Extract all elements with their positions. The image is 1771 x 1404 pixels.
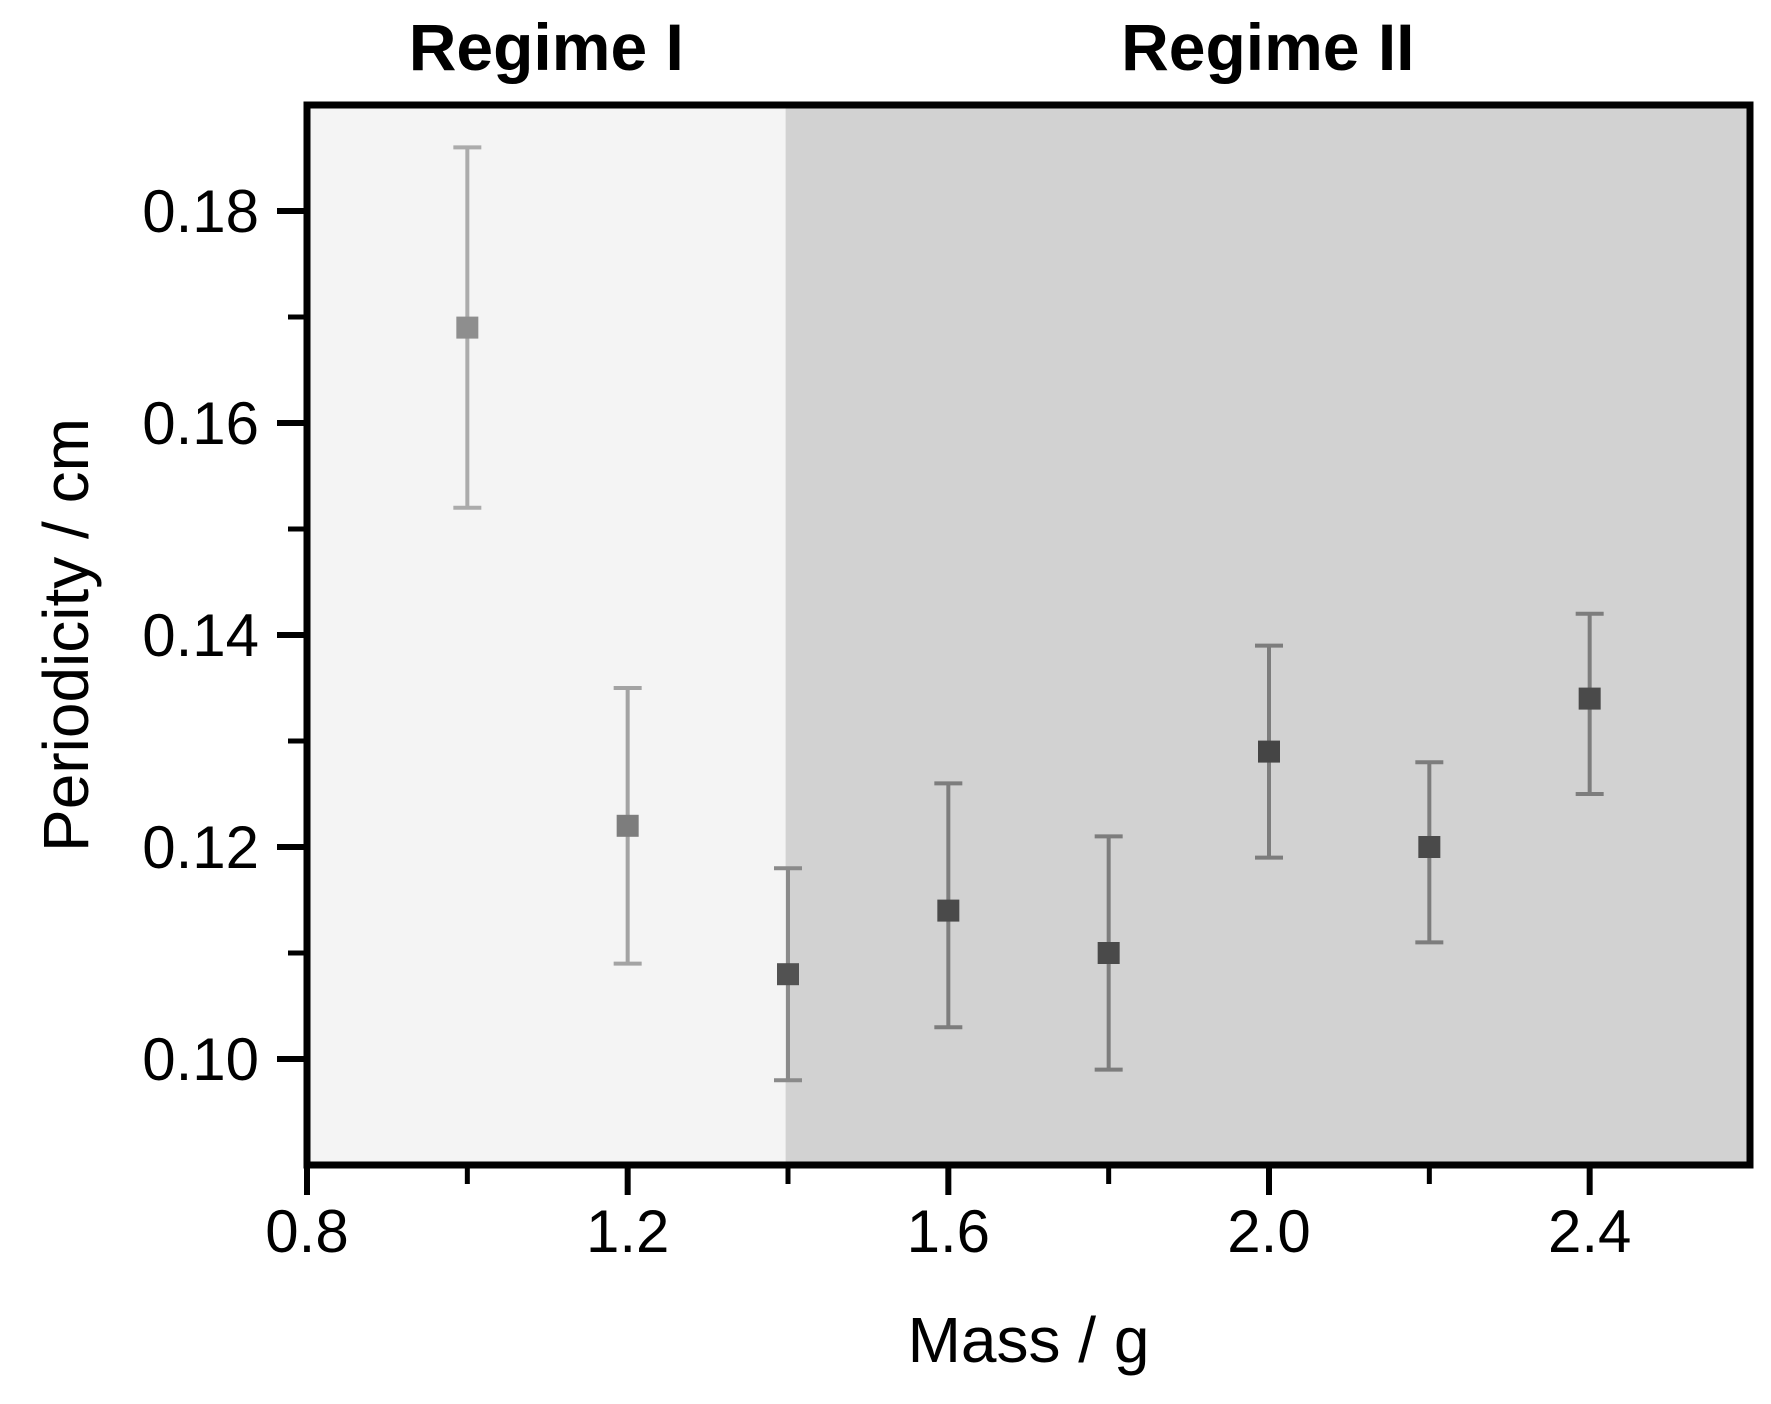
y-tick-label: 0.14 <box>142 602 259 669</box>
y-tick-label: 0.16 <box>142 390 259 457</box>
x-tick-label: 1.2 <box>586 1198 669 1265</box>
x-axis-title: Mass / g <box>908 1304 1150 1376</box>
x-tick-label: 1.6 <box>907 1198 990 1265</box>
data-point-marker <box>777 963 799 986</box>
regime-regions <box>307 105 1750 1165</box>
data-series <box>453 145 1604 1083</box>
data-point-marker <box>1418 836 1441 858</box>
data-point-marker <box>1258 740 1280 763</box>
regime-label: Regime II <box>1121 10 1414 84</box>
data-point-marker <box>1578 687 1601 710</box>
data-point-marker <box>616 814 639 837</box>
data-point-marker <box>1097 942 1120 964</box>
regime-labels: Regime I Regime II <box>409 10 1415 84</box>
regime-region <box>307 105 786 1165</box>
x-tick-label: 2.0 <box>1227 1198 1310 1265</box>
y-tick-label: 0.18 <box>142 178 259 245</box>
y-tick-label: 0.12 <box>142 814 259 881</box>
tick-labels: 0.8 1.2 1.6 2.0 2.4 0.10 0.12 0.14 0.16 0.18 <box>142 178 1631 1265</box>
data-point-marker <box>456 316 479 339</box>
plot-frame <box>303 101 1754 1169</box>
data-point-marker <box>937 899 960 922</box>
regime-region <box>785 105 1750 1165</box>
y-axis-title: Periodicity / cm <box>30 418 102 852</box>
regime-label: Regime I <box>409 10 684 84</box>
y-tick-label: 0.10 <box>142 1026 259 1093</box>
x-tick-label: 2.4 <box>1548 1198 1631 1265</box>
x-tick-label: 0.8 <box>265 1198 348 1265</box>
